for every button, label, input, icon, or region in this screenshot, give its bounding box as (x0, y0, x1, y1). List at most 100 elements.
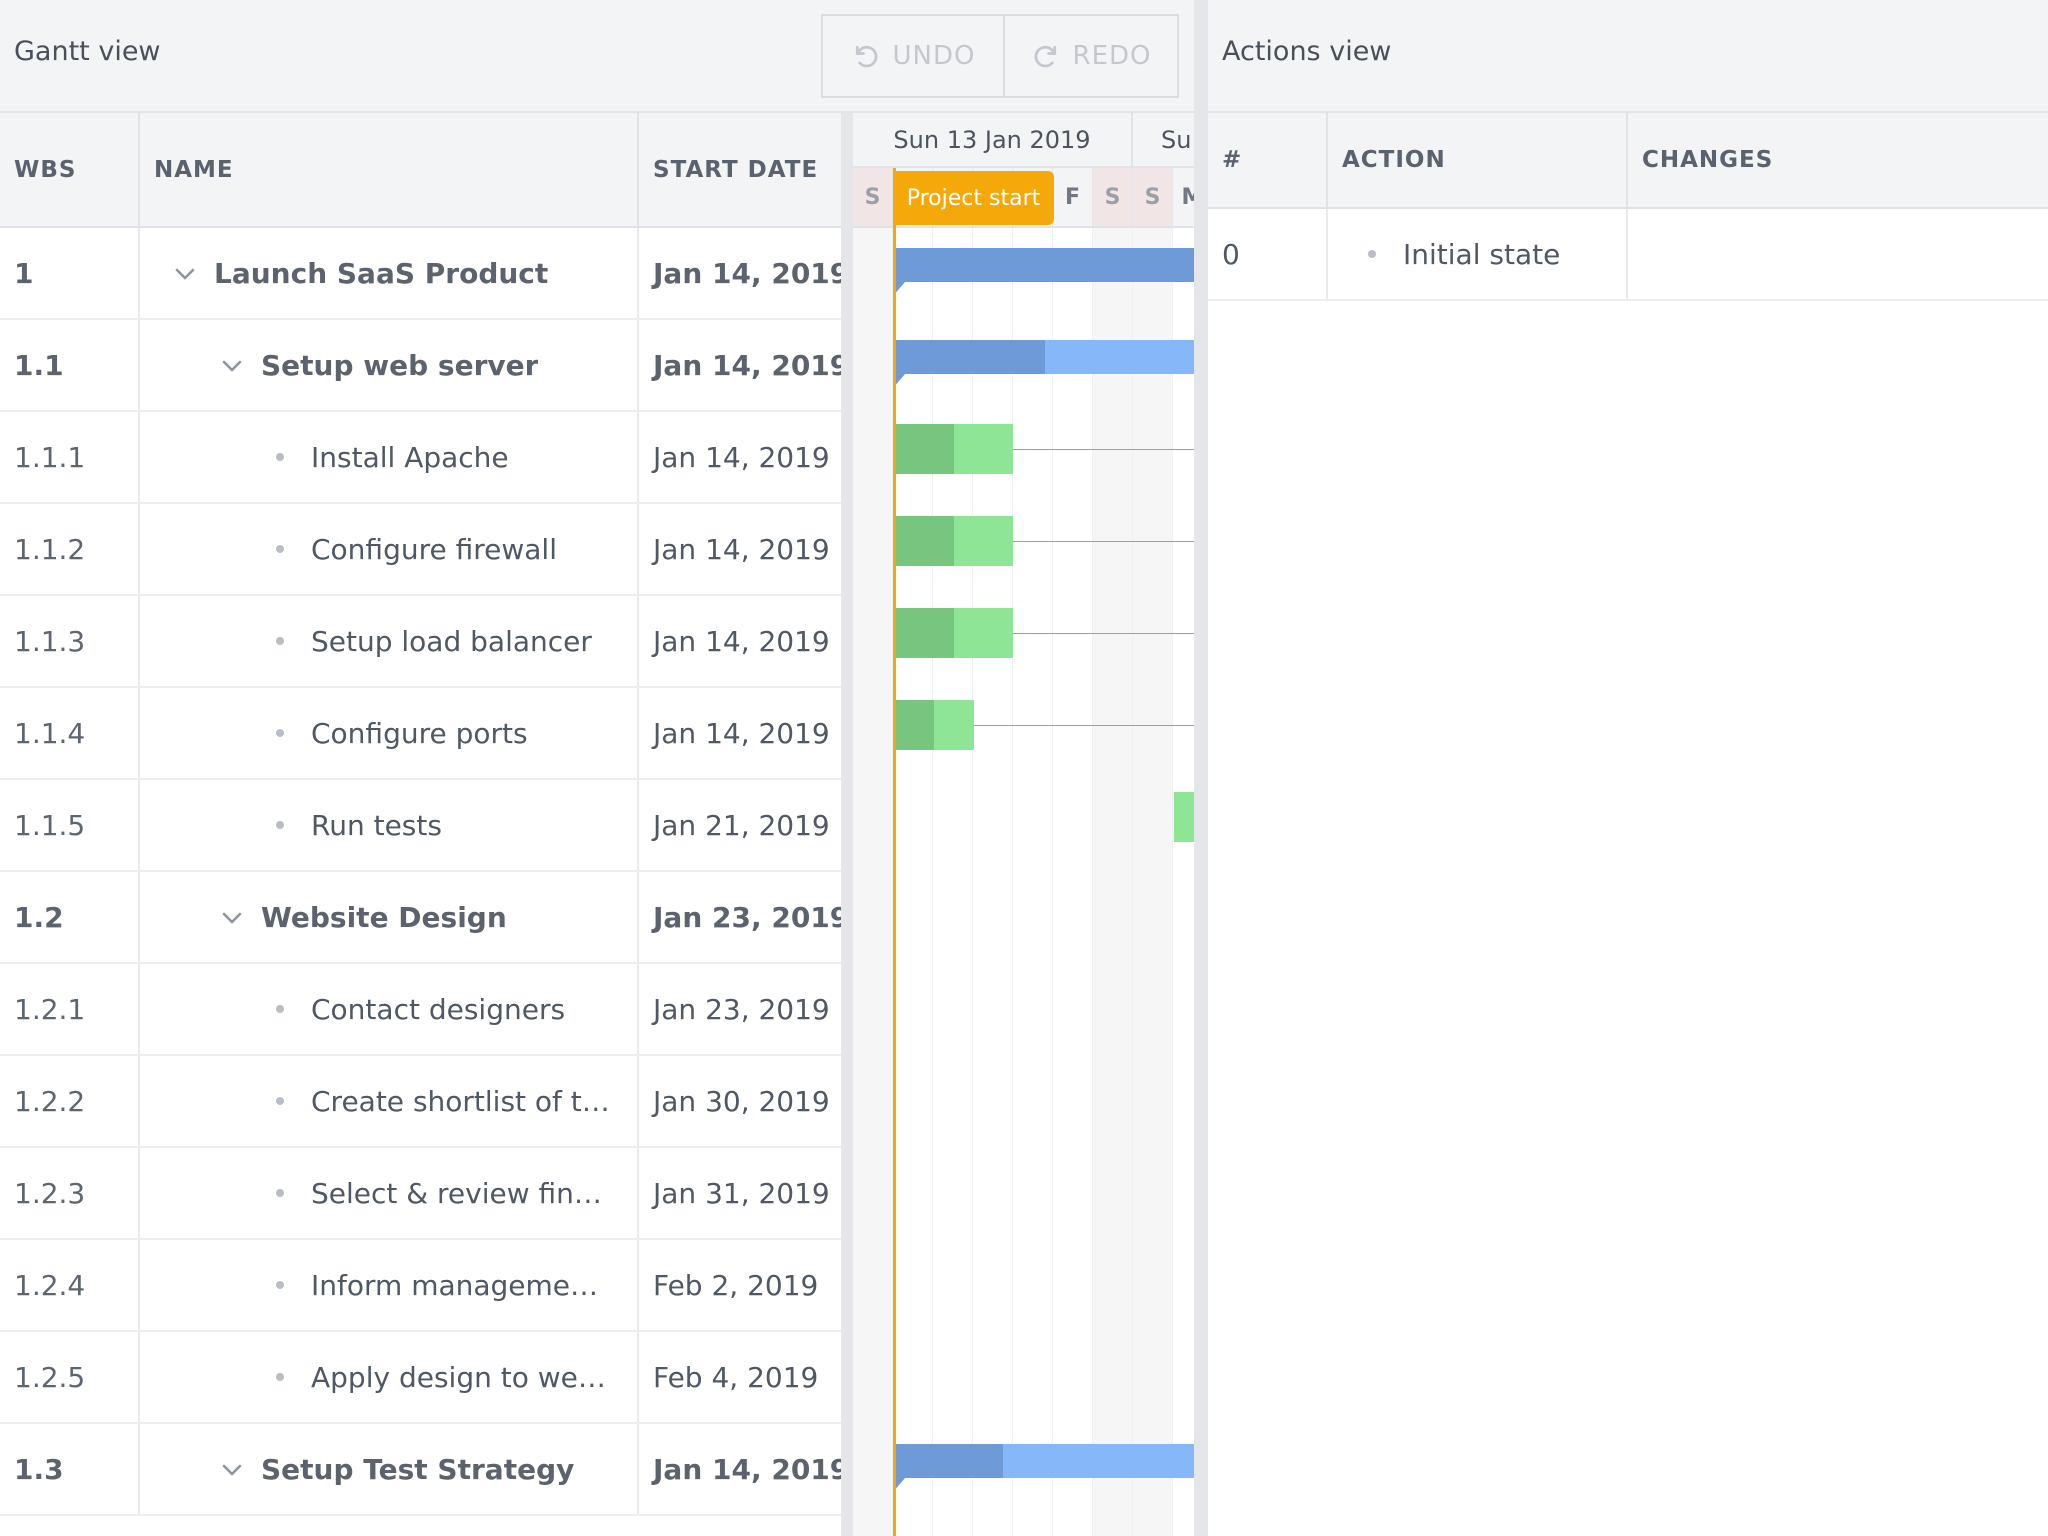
task-name: Setup Test Strategy (261, 1452, 575, 1486)
task-row[interactable]: 1.1 Setup web server Jan 14, 2019 (0, 320, 841, 412)
chevron-down-icon[interactable] (217, 902, 247, 932)
task-row[interactable]: 1.1.2 Configure firewall Jan 14, 2019 (0, 504, 841, 596)
name-cell[interactable]: Setup web server (140, 320, 639, 410)
name-cell[interactable]: Configure firewall (140, 504, 639, 594)
start-date-cell: Jan 14, 2019 (653, 348, 841, 382)
task-row[interactable]: 1 Launch SaaS Product Jan 14, 2019 (0, 228, 841, 320)
bullet-icon (276, 1373, 284, 1381)
task-name: Install Apache (311, 440, 509, 474)
task-name: Setup load balancer (311, 624, 592, 658)
column-header-start-date[interactable]: START DATE (653, 156, 819, 183)
task-name: Run tests (311, 808, 442, 842)
bullet-icon (276, 1189, 284, 1197)
gantt-toolbar: Gantt view UNDO REDO (0, 0, 1194, 113)
bar-progress (895, 424, 954, 474)
task-bar[interactable] (893, 340, 1194, 388)
task-row[interactable]: 1.2.4 Inform managemen... Feb 2, 2019 (0, 1240, 841, 1332)
name-cell[interactable]: Install Apache (140, 412, 639, 502)
name-cell[interactable]: Configure ports (140, 688, 639, 778)
redo-icon (1034, 45, 1056, 68)
task-name: Create shortlist of th... (311, 1084, 611, 1118)
wbs-cell: 1.3 (0, 1424, 140, 1514)
bar-progress (895, 608, 954, 658)
start-date-cell: Feb 2, 2019 (653, 1268, 819, 1302)
column-header-wbs[interactable]: WBS (0, 113, 140, 226)
actions-header: # ACTION CHANGES (1208, 113, 2048, 209)
name-cell[interactable]: Inform managemen... (140, 1240, 639, 1330)
timeline-column (1053, 228, 1093, 1536)
timeline-day: S (1133, 168, 1173, 226)
timeline-day: M (1173, 168, 1194, 226)
column-header-name[interactable]: NAME (140, 113, 639, 226)
chevron-down-icon[interactable] (217, 350, 247, 380)
task-bar[interactable] (893, 1444, 1194, 1492)
start-date-cell: Feb 4, 2019 (653, 1360, 819, 1394)
action-row[interactable]: 0 Initial state (1208, 209, 2048, 301)
wbs-cell: 1.2 (0, 872, 140, 962)
timeline-body[interactable] (853, 228, 1194, 1536)
start-date-cell: Jan 21, 2019 (653, 808, 830, 842)
task-row[interactable]: 1.2.2 Create shortlist of th... Jan 30, … (0, 1056, 841, 1148)
bar-progress (895, 516, 954, 566)
task-bar[interactable] (895, 608, 1013, 658)
chevron-down-icon[interactable] (217, 1454, 247, 1484)
task-name: Setup web server (261, 348, 539, 382)
task-row[interactable]: 1.2.1 Contact designers Jan 23, 2019 (0, 964, 841, 1056)
timeline-column (1093, 228, 1133, 1536)
task-bar[interactable] (1174, 792, 1194, 842)
dependency-line (974, 725, 1194, 726)
bar-progress (893, 1444, 1003, 1478)
name-cell[interactable]: Create shortlist of th... (140, 1056, 639, 1146)
task-bar[interactable] (895, 424, 1013, 474)
grid-body: 1 Launch SaaS Product Jan 14, 2019 1.1 S… (0, 228, 841, 1516)
name-cell[interactable]: Contact designers (140, 964, 639, 1054)
name-cell[interactable]: Setup Test Strategy (140, 1424, 639, 1514)
wbs-cell: 1 (0, 228, 140, 318)
bullet-icon (1368, 250, 1376, 258)
column-header-number[interactable]: # (1208, 113, 1328, 207)
bar-progress (893, 340, 1045, 374)
wbs-cell: 1.1.3 (0, 596, 140, 686)
wbs-cell: 1.1.1 (0, 412, 140, 502)
name-cell[interactable]: Run tests (140, 780, 639, 870)
dependency-line (1013, 541, 1194, 542)
task-row[interactable]: 1.2.5 Apply design to web ... Feb 4, 201… (0, 1332, 841, 1424)
panel-splitter[interactable] (1194, 0, 1208, 1536)
task-bar[interactable] (895, 516, 1013, 566)
wbs-cell: 1.2.4 (0, 1240, 140, 1330)
project-start-label[interactable]: Project start (893, 171, 1054, 225)
timeline-column (1133, 228, 1173, 1536)
start-date-cell: Jan 14, 2019 (653, 716, 830, 750)
wbs-cell: 1.2.5 (0, 1332, 140, 1422)
grid-splitter[interactable] (841, 113, 853, 1536)
chevron-down-icon[interactable] (170, 258, 200, 288)
undo-label: UNDO (892, 41, 976, 71)
wbs-cell: 1.2.1 (0, 964, 140, 1054)
column-header-action[interactable]: ACTION (1328, 113, 1628, 207)
start-date-cell: Jan 31, 2019 (653, 1176, 830, 1210)
task-row[interactable]: 1.1.1 Install Apache Jan 14, 2019 (0, 412, 841, 504)
task-row[interactable]: 1.2.3 Select & review final ... Jan 31, … (0, 1148, 841, 1240)
timeline-column (973, 228, 1013, 1536)
task-row[interactable]: 1.1.5 Run tests Jan 21, 2019 (0, 780, 841, 872)
actions-title: Actions view (1222, 36, 1392, 67)
name-cell[interactable]: Apply design to web ... (140, 1332, 639, 1422)
name-cell[interactable]: Setup load balancer (140, 596, 639, 686)
task-name: Configure firewall (311, 532, 557, 566)
name-cell[interactable]: Select & review final ... (140, 1148, 639, 1238)
name-cell[interactable]: Website Design (140, 872, 639, 962)
task-bar[interactable] (893, 248, 1194, 296)
undo-button[interactable]: UNDO (821, 14, 1005, 98)
timeline-column (933, 228, 973, 1536)
task-row[interactable]: 1.3 Setup Test Strategy Jan 14, 2019 (0, 1424, 841, 1516)
column-header-changes[interactable]: CHANGES (1642, 147, 1774, 173)
task-row[interactable]: 1.2 Website Design Jan 23, 2019 (0, 872, 841, 964)
task-bar[interactable] (895, 700, 974, 750)
name-cell[interactable]: Launch SaaS Product (140, 228, 639, 318)
redo-button[interactable]: REDO (1003, 14, 1179, 98)
task-row[interactable]: 1.1.3 Setup load balancer Jan 14, 2019 (0, 596, 841, 688)
bullet-icon (276, 1005, 284, 1013)
timeline-column (893, 228, 933, 1536)
start-date-cell: Jan 14, 2019 (653, 624, 830, 658)
task-row[interactable]: 1.1.4 Configure ports Jan 14, 2019 (0, 688, 841, 780)
